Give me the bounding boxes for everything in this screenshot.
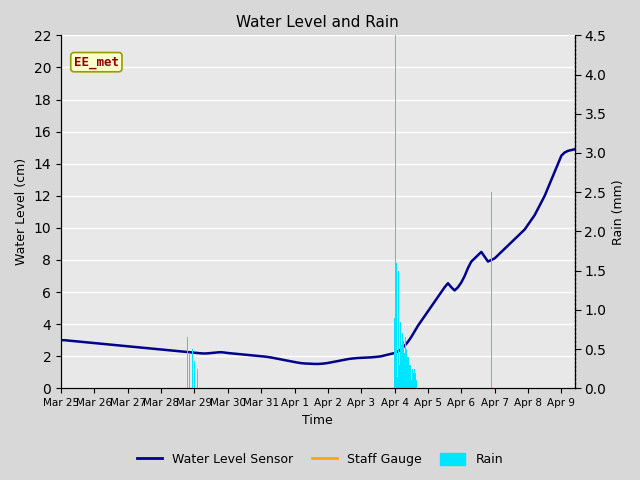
Y-axis label: Rain (mm): Rain (mm): [612, 179, 625, 245]
Text: EE_met: EE_met: [74, 56, 119, 69]
Legend: Water Level Sensor, Staff Gauge, Rain: Water Level Sensor, Staff Gauge, Rain: [132, 448, 508, 471]
Y-axis label: Water Level (cm): Water Level (cm): [15, 158, 28, 265]
X-axis label: Time: Time: [303, 414, 333, 427]
Title: Water Level and Rain: Water Level and Rain: [237, 15, 399, 30]
